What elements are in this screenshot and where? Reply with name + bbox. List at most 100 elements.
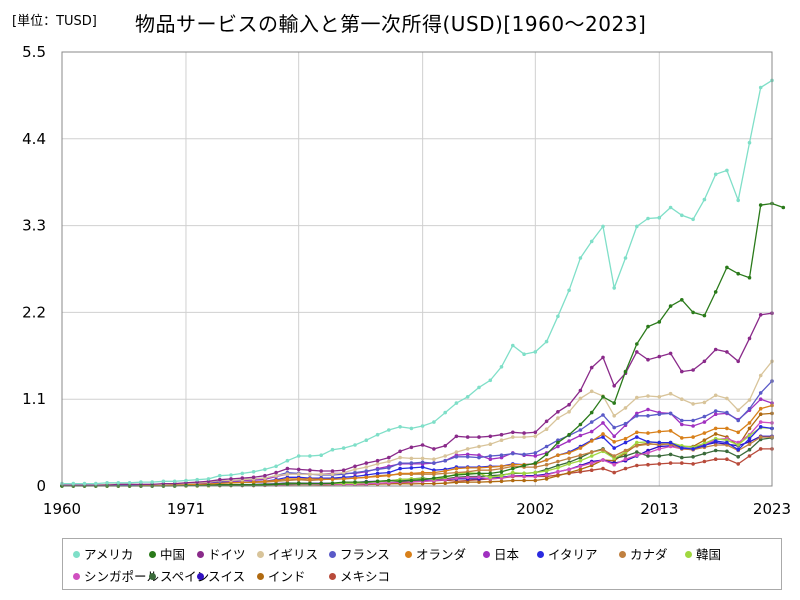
data-point <box>680 369 684 374</box>
data-point <box>646 431 650 435</box>
data-point <box>251 475 256 480</box>
data-point <box>499 470 504 474</box>
series-line <box>62 412 773 487</box>
legend-label: スペイン <box>160 569 210 584</box>
data-point <box>420 456 425 461</box>
data-point <box>567 456 571 461</box>
legend-label: メキシコ <box>340 569 391 584</box>
data-point <box>274 470 278 475</box>
data-point <box>589 410 594 415</box>
data-point <box>691 310 695 315</box>
data-point <box>420 470 425 475</box>
data-point <box>668 429 673 433</box>
data-point <box>680 446 684 450</box>
data-point <box>533 454 538 458</box>
data-point <box>589 461 594 465</box>
data-point <box>533 474 538 479</box>
data-point <box>533 470 538 475</box>
data-point <box>319 477 324 482</box>
data-point <box>511 466 515 471</box>
data-point <box>251 480 256 484</box>
data-point <box>285 458 290 463</box>
data-point <box>285 477 290 481</box>
data-point <box>713 457 718 462</box>
data-point <box>725 265 729 270</box>
data-point <box>420 424 425 428</box>
data-point <box>375 458 380 463</box>
legend-item: イギリス <box>257 544 318 563</box>
data-point <box>375 474 380 479</box>
legend-label: ドイツ <box>208 547 246 562</box>
data-point <box>556 470 560 474</box>
data-point <box>556 473 560 478</box>
legend-marker <box>73 551 80 558</box>
data-point <box>747 454 752 458</box>
data-point <box>691 402 695 406</box>
y-tick-label: 2.2 <box>22 303 46 321</box>
data-point <box>454 476 459 480</box>
data-point <box>635 435 639 439</box>
data-point <box>556 416 560 420</box>
data-point <box>296 472 301 477</box>
legend-label: カナダ <box>630 547 668 562</box>
data-point <box>601 224 605 229</box>
data-point <box>353 464 357 469</box>
data-point <box>420 477 425 482</box>
data-point <box>522 463 526 468</box>
series-line <box>62 404 773 487</box>
data-point <box>533 350 538 354</box>
data-point <box>758 391 763 395</box>
data-point <box>364 465 369 469</box>
data-point <box>229 477 233 481</box>
data-point <box>702 438 707 443</box>
data-point <box>758 435 763 439</box>
data-point <box>736 271 740 276</box>
data-point <box>725 396 729 401</box>
data-point <box>680 397 684 402</box>
data-point <box>623 421 628 426</box>
data-point <box>409 478 414 483</box>
data-point <box>646 407 650 412</box>
data-point <box>567 470 571 475</box>
y-tick-label: 5.5 <box>22 43 46 61</box>
chart-title: 物品サービスの輸入と第一次所得(USD)[1960～2023] <box>135 12 647 36</box>
data-point <box>398 455 402 460</box>
data-point <box>465 447 470 451</box>
data-point <box>533 430 538 435</box>
series-line <box>62 312 773 486</box>
data-point <box>353 467 357 472</box>
legend-label: 中国 <box>160 547 186 562</box>
data-point <box>477 466 481 470</box>
data-point <box>691 424 695 428</box>
data-point <box>330 472 335 477</box>
data-point <box>725 449 729 454</box>
data-point <box>375 432 380 437</box>
data-point <box>657 440 662 445</box>
data-point <box>567 432 571 437</box>
data-point <box>398 425 402 429</box>
data-point <box>522 352 526 357</box>
data-point <box>623 440 628 445</box>
data-point <box>296 467 301 472</box>
data-point <box>488 471 493 476</box>
data-point <box>387 428 391 432</box>
data-point <box>680 436 684 440</box>
data-point <box>747 436 752 441</box>
data-point <box>668 411 673 416</box>
data-point <box>635 450 639 454</box>
data-point <box>646 462 650 467</box>
data-point <box>589 365 594 370</box>
data-point <box>364 469 369 473</box>
data-point <box>387 466 391 470</box>
data-point <box>668 461 673 465</box>
data-point <box>646 414 650 418</box>
data-point <box>747 447 752 452</box>
data-point <box>758 412 763 417</box>
data-point <box>240 480 245 485</box>
data-point <box>488 454 493 458</box>
y-tick-label: 1.1 <box>22 390 46 408</box>
legend-label: イギリス <box>268 547 319 562</box>
data-point <box>127 481 132 485</box>
data-point <box>432 457 436 462</box>
data-point <box>736 359 740 364</box>
